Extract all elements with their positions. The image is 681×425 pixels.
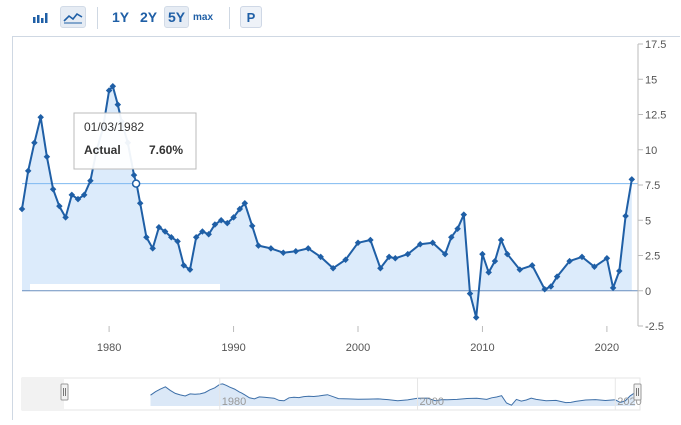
navigator-right-handle[interactable]	[633, 383, 642, 401]
navigator-axis: 1980 2000 2020	[219, 378, 642, 410]
navigator-area	[150, 383, 636, 406]
bar-chart-icon[interactable]	[28, 6, 54, 28]
tooltip-date: 01/03/1982	[84, 120, 144, 134]
highlight-point	[131, 179, 141, 188]
range-1y-button[interactable]: 1Y	[112, 9, 130, 25]
y-tick-label: 5	[645, 215, 651, 227]
chart-toolbar: 1Y 2Y 5Y max P	[0, 0, 681, 36]
tooltip: 01/03/1982 Actual 7.60%	[73, 112, 197, 170]
navigator-tick-label: 2000	[420, 396, 444, 408]
range-max-button[interactable]: max	[193, 11, 214, 23]
x-axis: 1980 1990 2000 2010 2020	[97, 326, 619, 354]
range-5y-button[interactable]: 5Y	[164, 6, 190, 28]
y-tick-label: 7.5	[645, 180, 660, 192]
x-tick-label: 2000	[346, 342, 370, 354]
navigator-tick-label: 1980	[222, 396, 246, 408]
y-tick-label: 0	[645, 286, 651, 298]
y-tick-label: 10	[645, 145, 657, 157]
chart-frame	[12, 36, 680, 420]
toolbar-separator	[97, 7, 98, 29]
x-tick-label: 1980	[97, 342, 121, 354]
x-tick-label: 1990	[221, 342, 245, 354]
tooltip-value: 7.60%	[149, 143, 183, 157]
range-2y-button[interactable]: 2Y	[140, 9, 158, 25]
navigator-left-handle[interactable]	[60, 383, 69, 401]
area-fill	[22, 86, 632, 318]
tooltip-box	[73, 112, 197, 170]
tooltip-label: Actual	[84, 143, 121, 157]
y-tick-label: 17.5	[645, 39, 666, 51]
y-tick-label: -2.5	[645, 321, 664, 333]
navigator-line	[150, 383, 636, 406]
y-tick-label: 2.5	[645, 251, 660, 263]
y-axis: -2.5 0 2.5 5 7.5 10 12.5 15 17.5	[638, 39, 666, 333]
navigator: 1980 2000 2020	[21, 377, 642, 411]
toolbar-separator	[229, 7, 230, 29]
print-button[interactable]: P	[240, 6, 262, 28]
navigator-mask	[22, 378, 64, 410]
y-tick-label: 15	[645, 74, 657, 86]
area-gap	[30, 284, 220, 291]
x-tick-label: 2010	[470, 342, 494, 354]
x-tick-label: 2020	[595, 342, 619, 354]
y-tick-label: 12.5	[645, 110, 666, 122]
line-chart-icon[interactable]	[60, 6, 86, 28]
